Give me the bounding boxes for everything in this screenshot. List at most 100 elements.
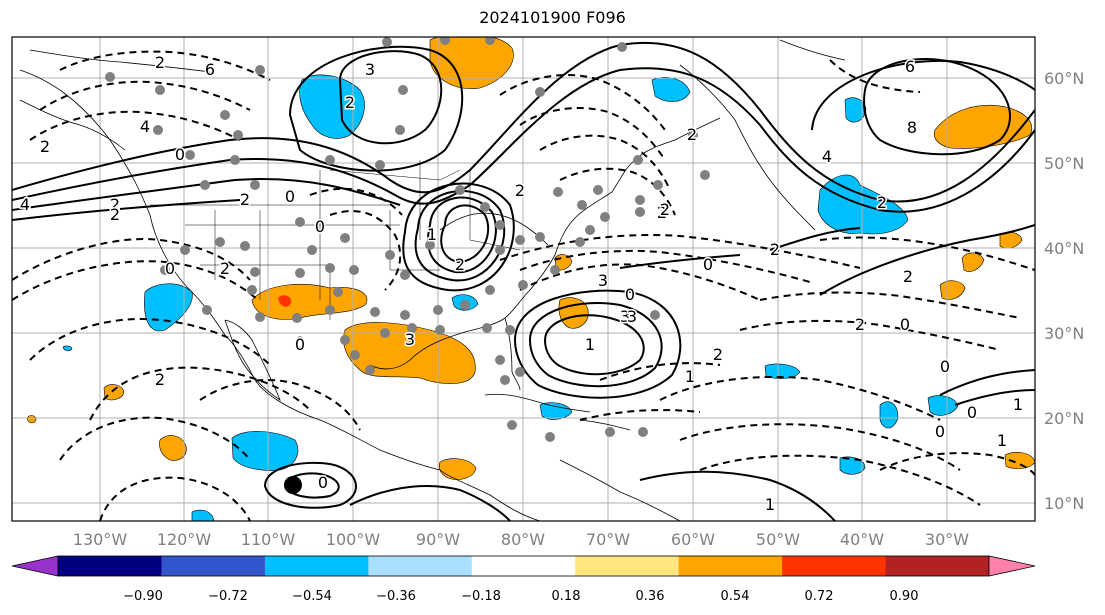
lat-label: 20°N [1044, 409, 1084, 428]
lat-label: 40°N [1044, 239, 1084, 258]
contour-label: 4 [822, 147, 832, 166]
colorbar-swatch [678, 556, 783, 576]
contour-label: 6 [905, 57, 915, 76]
lon-label: 100°W [326, 530, 381, 549]
contour-label: 1 [1013, 395, 1023, 414]
colorbar-swatch [368, 556, 473, 576]
colorbar-tick: −0.72 [208, 589, 248, 604]
map-frame [11, 36, 1036, 522]
colorbar-tick: 0.36 [636, 589, 665, 604]
contour-label: 2 [220, 259, 230, 278]
colorbar-tick: 0.90 [890, 589, 919, 604]
colorbar-tick: −0.36 [376, 589, 416, 604]
colorbar-swatch [264, 556, 369, 576]
colorbar-tick: −0.90 [123, 589, 163, 604]
contour-label: 0 [935, 422, 945, 441]
contour-label: 2 [877, 193, 887, 212]
contour-label: 1 [585, 335, 595, 354]
contour-label: 2 [903, 267, 913, 286]
contour-label: 2 [770, 240, 780, 259]
lon-label: 40°W [840, 530, 884, 549]
lon-label: 120°W [157, 530, 212, 549]
contour-label: 2 [240, 190, 250, 209]
contour-label: 0 [318, 473, 328, 492]
colorbar-swatch [575, 556, 680, 576]
strong-positive-shading [278, 295, 292, 307]
contour-label: 0 [295, 333, 305, 352]
colorbar-tick: 0.54 [721, 589, 750, 604]
contour-label: 0 [315, 217, 325, 236]
contour-label: 1 [765, 495, 775, 514]
contour-label: 0 [295, 335, 305, 354]
solid-contours [12, 41, 1035, 521]
lon-label: 80°W [501, 530, 545, 549]
contour-label: 2 [660, 200, 670, 219]
longitude-labels: 130°W 120°W 110°W 100°W 90°W 80°W 70°W 6… [73, 530, 969, 549]
contour-label: 4 [140, 117, 150, 136]
contour-label: 2 [345, 93, 355, 112]
contour-label: 1 [997, 431, 1007, 450]
colorbar-swatch [471, 556, 576, 576]
contour-label: 6 [205, 60, 215, 79]
lat-label: 60°N [1044, 69, 1084, 88]
lon-label: 60°W [671, 530, 715, 549]
contour-label: 2 [155, 370, 165, 389]
colorbar-tick-labels: −0.90 −0.72 −0.54 −0.36 −0.18 0.18 0.36 … [123, 589, 918, 604]
coastlines [19, 39, 846, 521]
colorbar-swatch [782, 556, 887, 576]
lat-label: 50°N [1044, 154, 1084, 173]
colorbar-extension-high [988, 555, 1036, 577]
contour-label: 8 [907, 118, 917, 137]
contour-label: 2 [455, 255, 465, 274]
contour-label: 2 [515, 181, 525, 200]
contour-label: 2 [687, 125, 697, 144]
contour-label: 1 [685, 367, 695, 386]
contour-label: 2 [40, 137, 50, 156]
contour-label: 2 [713, 345, 723, 364]
contour-label: 2 [110, 195, 120, 214]
lon-label: 70°W [586, 530, 630, 549]
contour-label: 0 [940, 357, 950, 376]
contour-label: 3 [620, 307, 630, 326]
colorbar [11, 555, 1036, 577]
lat-label: 10°N [1044, 494, 1084, 513]
colorbar-tick: 0.18 [552, 589, 581, 604]
colorbar-tick: −0.18 [461, 589, 501, 604]
lon-label: 110°W [241, 530, 296, 549]
lon-label: 130°W [73, 530, 128, 549]
colorbar-extension-low [11, 555, 59, 577]
contour-label: 3 [598, 271, 608, 290]
graticule [12, 37, 1035, 521]
latitude-labels: 60°N 50°N 40°N 30°N 20°N 10°N [1044, 69, 1084, 513]
dashed-contours [12, 50, 1035, 521]
contour-label: 2 [155, 53, 165, 72]
contour-label: 0 [625, 285, 635, 304]
contour-label: 0 [165, 259, 175, 278]
contour-label: 3 [627, 307, 637, 326]
storm-center-marker [284, 476, 302, 494]
contour-label: 0 [175, 145, 185, 164]
contour-label: 2 [855, 315, 865, 334]
contour-label: 0 [703, 255, 713, 274]
lat-label: 30°N [1044, 324, 1084, 343]
contour-label: 0 [967, 403, 977, 422]
lon-label: 90°W [416, 530, 460, 549]
colorbar-tick: −0.54 [292, 589, 332, 604]
contour-label: 4 [20, 195, 30, 214]
contour-label: 2 [657, 203, 667, 222]
map-title: 2024101900 F096 [479, 8, 626, 27]
contour-label: 2 [110, 205, 120, 224]
colorbar-tick: 0.72 [805, 589, 834, 604]
colorbar-swatch [161, 556, 266, 576]
lon-label: 50°W [756, 530, 800, 549]
contour-label: 1 [427, 225, 437, 244]
colorbar-swatch [58, 556, 162, 576]
station-markers [105, 37, 710, 442]
contour-label: 3 [405, 330, 415, 349]
colorbar-swatch [885, 556, 990, 576]
lon-label: 30°W [925, 530, 969, 549]
contour-label: 0 [285, 187, 295, 206]
contour-label: 3 [365, 60, 375, 79]
